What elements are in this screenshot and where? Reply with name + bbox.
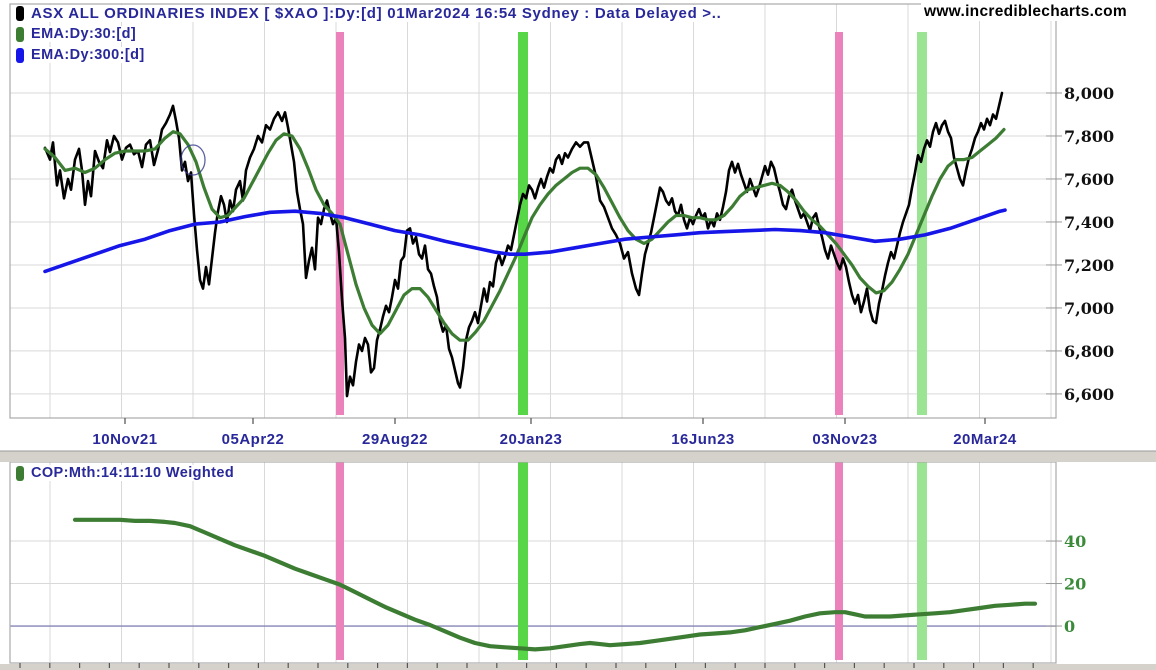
x-axis-label: 29Aug22	[362, 431, 428, 448]
y-axis-label: 8,000	[1064, 84, 1114, 103]
cop-series-marker	[16, 465, 24, 481]
price-panel-border	[9, 3, 1057, 419]
x-axis-label: 20Jan23	[500, 431, 563, 448]
y-axis-label: 7,600	[1064, 170, 1114, 189]
y-axis-label: 7,800	[1064, 127, 1114, 146]
x-axis-label: 20Mar24	[953, 431, 1017, 448]
ema30-series-marker	[16, 26, 24, 42]
y-axis-label: 20	[1064, 575, 1086, 594]
x-axis-label: 10Nov21	[92, 431, 157, 448]
y-axis-label: 6,600	[1064, 385, 1114, 404]
annotation-circle	[180, 144, 206, 176]
green-signal-band-1	[518, 32, 528, 415]
chart-title: ASX ALL ORDINARIES INDEX [ $XAO ]:Dy:[d]…	[31, 5, 722, 22]
price-series-2-line	[43, 208, 1007, 274]
x-axis-label: 05Apr22	[222, 431, 285, 448]
legend-item-cop: COP:Mth:14:11:10 Weighted	[14, 465, 237, 481]
panel-divider	[0, 451, 1156, 462]
y-axis-label: 6,800	[1064, 342, 1114, 361]
y-axis-label: 0	[1064, 617, 1075, 636]
y-axis-label: 40	[1064, 532, 1086, 551]
price-series-0-line	[43, 91, 1004, 398]
y-axis-label: 7,200	[1064, 256, 1114, 275]
price-series-1-line	[43, 127, 1006, 342]
green-signal-band-1	[518, 462, 528, 660]
x-axis-label: 03Nov23	[812, 431, 877, 448]
y-axis-label: 7,400	[1064, 213, 1114, 232]
cop-series-0-line	[72, 517, 1038, 652]
ema300-label: EMA:Dy:300:[d]	[31, 47, 145, 63]
pink-signal-band-2	[835, 462, 843, 660]
bottom-strip	[0, 664, 1156, 670]
green-signal-band-2	[917, 462, 927, 660]
price-panel-bg	[10, 4, 1056, 418]
y-axis-label: 7,000	[1064, 299, 1114, 318]
ema300-series-marker	[16, 47, 24, 63]
cop-panel-bg	[10, 462, 1056, 663]
pink-signal-band-1	[336, 462, 344, 660]
pink-signal-band-2	[835, 32, 843, 415]
x-axis-label: 16Jun23	[671, 431, 735, 448]
ema30-label: EMA:Dy:30:[d]	[31, 26, 137, 42]
legend-item-ema30: EMA:Dy:30:[d]	[14, 26, 139, 42]
price-series-marker	[16, 6, 24, 21]
legend-item-price: ASX ALL ORDINARIES INDEX [ $XAO ]:Dy:[d]…	[14, 5, 724, 22]
cop-label: COP:Mth:14:11:10 Weighted	[31, 465, 235, 481]
legend-item-ema300: EMA:Dy:300:[d]	[14, 47, 147, 63]
watermark-text: www.incrediblecharts.com	[920, 3, 1130, 21]
